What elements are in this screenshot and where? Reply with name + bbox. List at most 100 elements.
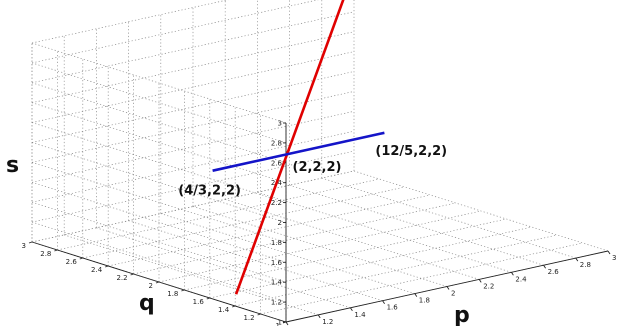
z-tick-label: 2 [278, 219, 282, 227]
x-tick-mark [382, 300, 385, 304]
floor-grid-line [260, 242, 583, 315]
right-wall-grid-line [31, 31, 355, 104]
left-wall-grid-line [31, 221, 287, 303]
x-tick-mark [575, 257, 579, 262]
x-tick-label: 1.6 [387, 304, 399, 312]
data-lines [212, 0, 385, 295]
x-tick-label: 1.8 [419, 297, 430, 305]
red-line [234, 0, 345, 295]
z-tick-label: 1.4 [271, 279, 283, 287]
blue-line [212, 131, 385, 172]
right-wall-grid-line [31, 51, 355, 123]
x-axis-label: p [454, 303, 470, 326]
floor-grid-line [209, 226, 532, 299]
x-tick-mark [350, 307, 353, 312]
right-wall-grid-line [31, 91, 355, 163]
x-tick-mark [317, 314, 321, 319]
right-wall-grid-line [31, 71, 355, 143]
y-tick-mark [28, 241, 33, 244]
point-annotation: (12/5,2,2) [375, 144, 447, 159]
right-wall-grid-line [31, 150, 355, 223]
floor-grid-line [184, 218, 507, 291]
left-wall-grid-line [31, 162, 287, 243]
y-tick-label: 1.6 [193, 298, 205, 306]
right-wall-grid-line [31, 0, 229, 44]
z-tick-label: 3 [278, 120, 282, 128]
left-wall-grid-line [31, 201, 287, 283]
y-tick-label: 3 [22, 242, 26, 250]
z-tick-label: 2.8 [271, 139, 282, 147]
right-wall-grid-line [31, 11, 355, 84]
z-tick-label: 1.2 [271, 299, 282, 307]
y-tick-mark [54, 249, 58, 252]
point-annotation: (2,2,2) [293, 160, 342, 175]
floor-grid-line [64, 234, 319, 316]
x-tick-label: 2 [451, 290, 455, 298]
floor-grid-line [257, 191, 512, 273]
y-tick-mark [105, 265, 109, 268]
floor-grid-line [235, 234, 558, 307]
x-tick-label: 2.6 [548, 268, 560, 276]
z-tick-label: 1.6 [271, 259, 283, 267]
left-wall-grid-line [31, 42, 287, 124]
left-wall-grid-line [31, 62, 287, 144]
x-tick-label: 1.4 [354, 311, 366, 319]
left-wall-grid-line [31, 181, 287, 263]
y-tick-mark [130, 273, 134, 276]
floor-grid-line [353, 170, 609, 252]
floor-grid-line [108, 194, 431, 267]
y-tick-label: 2 [149, 282, 153, 290]
x-tick-mark [478, 279, 482, 283]
floor-grid-line [158, 210, 482, 283]
x-tick-mark [414, 293, 418, 297]
x-tick-mark [285, 321, 289, 326]
left-wall-grid-line [31, 142, 287, 223]
right-wall-grid-line [31, 170, 355, 243]
point-annotations: (4/3,2,2) (2,2,2) (12/5,2,2) [178, 144, 447, 199]
y-tick-label: 2.6 [66, 258, 78, 266]
floor-grid-line [96, 227, 351, 309]
left-wall-grid-line [31, 102, 287, 184]
y-tick-mark [79, 257, 83, 260]
y-tick-label: 1.2 [243, 314, 254, 322]
x-tick-mark [543, 264, 546, 269]
x-tick-label: 2.2 [483, 282, 494, 290]
z-tick-label: 2.2 [271, 199, 282, 207]
y-tick-mark [181, 289, 185, 292]
y-tick-mark [257, 313, 261, 316]
point-annotation: (4/3,2,2) [178, 184, 241, 199]
right-wall-grid-line [31, 110, 355, 183]
y-tick-label: 2.8 [40, 250, 51, 258]
y-tick-label: 2.2 [116, 274, 127, 282]
y-tick-mark [155, 281, 160, 284]
floor-grid-line [289, 184, 544, 266]
left-wall-grid-line [31, 82, 287, 164]
x-tick-mark [511, 272, 514, 276]
right-wall-grid-line [31, 130, 355, 203]
y-tick-mark [232, 305, 236, 308]
x-tick-label: 1.2 [322, 318, 333, 326]
x-tick-label: 2.8 [580, 261, 591, 269]
y-tick-label: 1 [276, 322, 280, 326]
floor-grid-line [133, 202, 456, 275]
floor-grid-line [192, 206, 448, 287]
floor-grid-line [57, 178, 380, 251]
floor-grid-line [160, 213, 415, 294]
y-tick-mark [206, 297, 210, 300]
x-tick-mark [446, 286, 450, 290]
z-tick-label: 2.6 [271, 159, 283, 167]
floor-grid-line [82, 186, 405, 259]
y-axis-label: q [139, 291, 155, 316]
z-tick-label: 1.8 [271, 239, 282, 247]
x-tick-label: 3 [612, 254, 616, 262]
axes-box [31, 123, 609, 323]
x-tick-mark [607, 250, 611, 255]
right-wall-grid-line [31, 0, 319, 64]
x-tick-label: 2.4 [515, 275, 527, 283]
left-wall-grid-line [31, 122, 287, 203]
z-axis-label: s [6, 153, 19, 178]
y-tick-label: 1.4 [218, 306, 230, 314]
tick-labels: 11.21.41.61.822.22.42.62.8311.21.41.61.8… [22, 120, 617, 326]
y-tick-label: 1.8 [167, 290, 178, 298]
